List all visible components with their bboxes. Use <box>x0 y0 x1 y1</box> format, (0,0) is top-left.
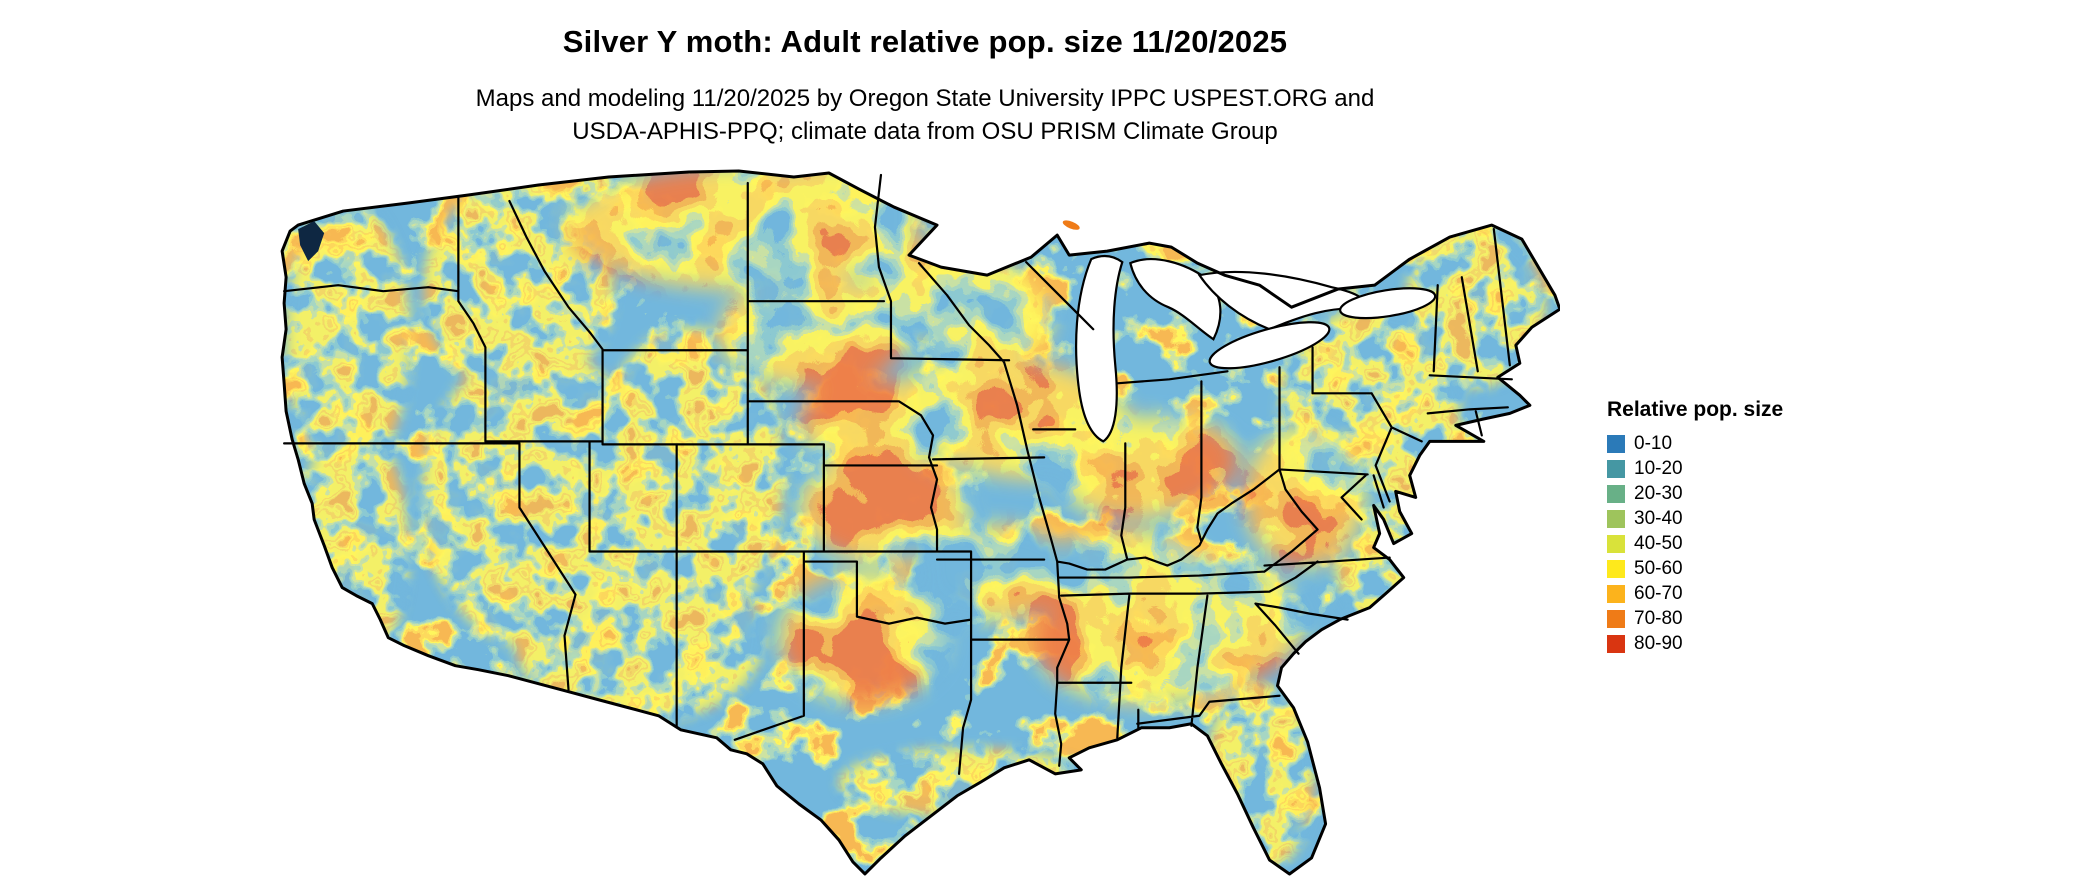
state-borders <box>283 173 1513 775</box>
legend-swatch-10-20 <box>1607 460 1625 478</box>
legend-item: 20-30 <box>1607 483 1783 504</box>
legend-item: 70-80 <box>1607 608 1783 629</box>
legend-item: 50-60 <box>1607 558 1783 579</box>
legend-label-30-40: 30-40 <box>1634 508 1683 529</box>
legend-item: 30-40 <box>1607 508 1783 529</box>
page-subtitle: Maps and modeling 11/20/2025 by Oregon S… <box>0 82 1850 148</box>
page-title: Silver Y moth: Adult relative pop. size … <box>562 24 1288 59</box>
legend-label-80-90: 80-90 <box>1634 633 1683 654</box>
legend-swatch-30-40 <box>1607 510 1625 528</box>
legend: Relative pop. size 0-10 10-20 20-30 30-4… <box>1607 398 1783 660</box>
legend-item: 80-90 <box>1607 633 1783 654</box>
legend-item: 60-70 <box>1607 583 1783 604</box>
legend-label-20-30: 20-30 <box>1634 483 1683 504</box>
lake-michigan <box>1075 255 1124 443</box>
us-map-svg <box>280 169 1560 876</box>
legend-swatch-40-50 <box>1607 535 1625 553</box>
isle-royale-pixel <box>1062 220 1080 230</box>
legend-swatch-50-60 <box>1607 560 1625 578</box>
lake-ontario <box>1339 287 1437 320</box>
legend-swatch-0-10 <box>1607 435 1625 453</box>
legend-label-40-50: 40-50 <box>1634 533 1683 554</box>
legend-title: Relative pop. size <box>1607 398 1784 421</box>
legend-item: 10-20 <box>1607 458 1783 479</box>
legend-label-70-80: 70-80 <box>1634 608 1683 629</box>
legend-swatch-20-30 <box>1607 485 1625 503</box>
legend-label-50-60: 50-60 <box>1634 558 1683 579</box>
subtitle-line-1: Maps and modeling 11/20/2025 by Oregon S… <box>475 85 1375 112</box>
legend-swatch-70-80 <box>1607 610 1625 628</box>
lake-huron <box>1129 258 1222 341</box>
us-population-map <box>268 167 1560 883</box>
legend-item: 40-50 <box>1607 533 1783 554</box>
legend-item: 0-10 <box>1607 433 1783 454</box>
legend-swatch-60-70 <box>1607 585 1625 603</box>
legend-label-60-70: 60-70 <box>1634 583 1683 604</box>
puget-sound <box>298 221 325 262</box>
legend-swatch-80-90 <box>1607 635 1625 653</box>
us-outline <box>280 169 1560 876</box>
great-lakes <box>1075 255 1437 443</box>
legend-label-10-20: 10-20 <box>1634 458 1683 479</box>
lake-erie <box>1208 321 1331 370</box>
title-block: Silver Y moth: Adult relative pop. size … <box>0 24 1850 148</box>
us-raster-hot-layer <box>568 171 1365 704</box>
subtitle-line-2: USDA-APHIS-PPQ; climate data from OSU PR… <box>572 118 1278 145</box>
legend-label-0-10: 0-10 <box>1634 433 1673 454</box>
raster-layers <box>282 171 1560 874</box>
